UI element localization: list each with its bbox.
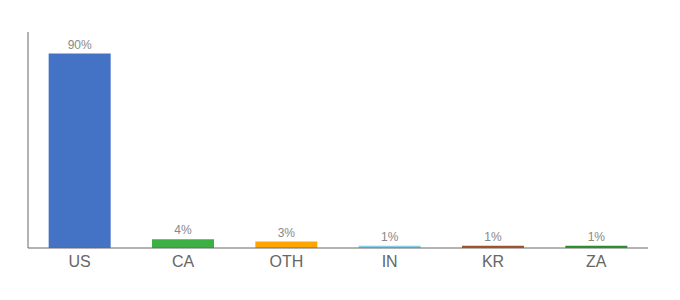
svg-text:KR: KR	[482, 253, 504, 270]
svg-text:CA: CA	[172, 253, 195, 270]
svg-text:ZA: ZA	[586, 253, 607, 270]
svg-text:1%: 1%	[484, 230, 502, 244]
svg-text:90%: 90%	[68, 38, 92, 52]
svg-text:4%: 4%	[174, 223, 192, 237]
svg-text:OTH: OTH	[269, 253, 303, 270]
svg-text:1%: 1%	[588, 230, 606, 244]
svg-text:1%: 1%	[381, 230, 399, 244]
svg-text:IN: IN	[382, 253, 398, 270]
svg-text:3%: 3%	[278, 226, 296, 240]
svg-text:US: US	[69, 253, 91, 270]
